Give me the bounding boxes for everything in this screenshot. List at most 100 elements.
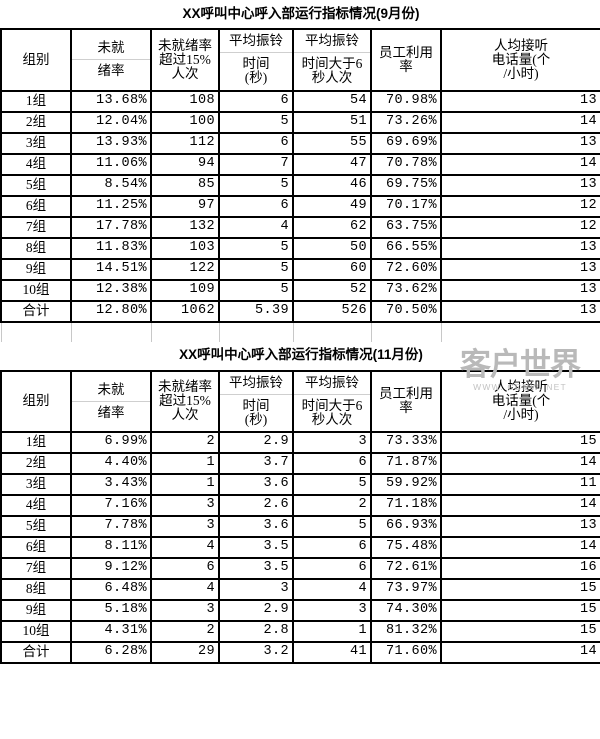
table-row: 2组 4.40% 1 3.7 6 71.87% 14 bbox=[0, 452, 600, 476]
table-row: 8组 6.48% 4 3 4 73.97% 15 bbox=[0, 578, 600, 602]
cell-ring-gt6: 6 bbox=[292, 536, 372, 560]
col-header-over15-line3: 人次 bbox=[171, 407, 199, 423]
cell-not-ready: 5.18% bbox=[70, 599, 152, 623]
cell-over15: 3 bbox=[150, 515, 220, 539]
cell-calls: 15 bbox=[440, 620, 600, 644]
cell-utilization: 66.93% bbox=[370, 515, 442, 539]
cell-utilization: 70.17% bbox=[370, 194, 442, 218]
cell-utilization: 70.50% bbox=[370, 299, 442, 323]
cell-avg-ring: 2.9 bbox=[218, 599, 294, 623]
cell-group: 1组 bbox=[0, 89, 72, 113]
col-header-over15-line2: 超过15% bbox=[159, 51, 211, 67]
report-tables: XX呼叫中心呼入部运行指标情况(9月份) 组别 未就 绪率 未就绪率 超过15% 人… bbox=[0, 6, 600, 665]
cell-avg-ring: 2.8 bbox=[218, 620, 294, 644]
cell-calls: 11 bbox=[440, 473, 600, 497]
cell-not-ready: 8.11% bbox=[70, 536, 152, 560]
col-header-ring-gt6-sub2: 秒人次 bbox=[311, 411, 353, 427]
cell-utilization: 74.30% bbox=[370, 599, 442, 623]
spacer-cell bbox=[150, 321, 220, 342]
cell-utilization: 71.87% bbox=[370, 452, 442, 476]
col-header-group: 组别 bbox=[0, 28, 72, 92]
cell-calls: 13 bbox=[440, 89, 600, 113]
cell-avg-ring: 2.9 bbox=[218, 431, 294, 455]
table-row: 合计 6.28% 29 3.2 41 71.60% 14 bbox=[0, 641, 600, 665]
col-header-avg-ring-line1: 平均振铃 bbox=[220, 372, 292, 395]
cell-not-ready: 6.99% bbox=[70, 431, 152, 455]
cell-not-ready: 13.93% bbox=[70, 131, 152, 155]
spacer-cell bbox=[292, 321, 372, 342]
table-row: 10组 4.31% 2 2.8 1 81.32% 15 bbox=[0, 620, 600, 644]
cell-utilization: 75.48% bbox=[370, 536, 442, 560]
cell-ring-gt6: 46 bbox=[292, 173, 372, 197]
cell-group: 6组 bbox=[0, 536, 72, 560]
cell-not-ready: 4.31% bbox=[70, 620, 152, 644]
col-header-utilization: 员工利用率 bbox=[370, 369, 442, 434]
cell-avg-ring: 4 bbox=[218, 215, 294, 239]
cell-over15: 97 bbox=[150, 194, 220, 218]
cell-over15: 1 bbox=[150, 452, 220, 476]
cell-avg-ring: 6 bbox=[218, 194, 294, 218]
spacer-cell bbox=[440, 321, 600, 342]
table-row: 9组 5.18% 3 2.9 3 74.30% 15 bbox=[0, 599, 600, 623]
cell-utilization: 69.69% bbox=[370, 131, 442, 155]
table-row: 2组 12.04% 100 5 51 73.26% 14 bbox=[0, 110, 600, 134]
cell-ring-gt6: 5 bbox=[292, 515, 372, 539]
table-row: 3组 3.43% 1 3.6 5 59.92% 11 bbox=[0, 473, 600, 497]
cell-group: 10组 bbox=[0, 620, 72, 644]
cell-calls: 14 bbox=[440, 152, 600, 176]
cell-not-ready: 7.16% bbox=[70, 494, 152, 518]
cell-utilization: 73.33% bbox=[370, 431, 442, 455]
col-header-calls-line1: 人均接听 bbox=[494, 379, 548, 395]
cell-over15: 94 bbox=[150, 152, 220, 176]
cell-group: 7组 bbox=[0, 215, 72, 239]
cell-utilization: 63.75% bbox=[370, 215, 442, 239]
cell-calls: 15 bbox=[440, 599, 600, 623]
cell-ring-gt6: 3 bbox=[292, 431, 372, 455]
col-header-calls: 人均接听 电话量(个/小时) bbox=[440, 28, 600, 92]
col-header-not-ready: 未就 绪率 bbox=[70, 28, 152, 92]
col-header-avg-ring: 平均振铃 时间 (秒) bbox=[218, 369, 294, 434]
cell-avg-ring: 7 bbox=[218, 152, 294, 176]
cell-calls: 13 bbox=[440, 515, 600, 539]
table-title: XX呼叫中心呼入部运行指标情况(11月份) bbox=[179, 347, 423, 363]
cell-ring-gt6: 1 bbox=[292, 620, 372, 644]
cell-calls: 13 bbox=[440, 236, 600, 260]
table-header-row: 组别 未就 绪率 未就绪率 超过15% 人次 平均振铃 时间 (秒) 平均振铃 时间大… bbox=[0, 369, 600, 434]
cell-not-ready: 12.80% bbox=[70, 299, 152, 323]
table-row: 5组 7.78% 3 3.6 5 66.93% 13 bbox=[0, 515, 600, 539]
cell-not-ready: 17.78% bbox=[70, 215, 152, 239]
col-header-ring-gt6-line2: 时间大于6 秒人次 bbox=[294, 395, 370, 431]
table-row: 合计 12.80% 1062 5.39 526 70.50% 13 bbox=[0, 299, 600, 323]
cell-over15: 4 bbox=[150, 536, 220, 560]
table-title-row: XX呼叫中心呼入部运行指标情况(11月份) bbox=[1, 342, 600, 371]
cell-ring-gt6: 47 bbox=[292, 152, 372, 176]
cell-ring-gt6: 41 bbox=[292, 641, 372, 665]
cell-over15: 100 bbox=[150, 110, 220, 134]
cell-calls: 12 bbox=[440, 194, 600, 218]
cell-group: 合计 bbox=[0, 641, 72, 665]
cell-calls: 13 bbox=[440, 131, 600, 155]
col-header-ring-gt6-sub1: 时间大于6 bbox=[301, 56, 363, 72]
cell-over15: 2 bbox=[150, 620, 220, 644]
table-row: 7组 17.78% 132 4 62 63.75% 12 bbox=[0, 215, 600, 239]
cell-utilization: 73.97% bbox=[370, 578, 442, 602]
col-header-calls-line3: /小时) bbox=[503, 407, 539, 423]
cell-group: 2组 bbox=[0, 110, 72, 134]
cell-ring-gt6: 526 bbox=[292, 299, 372, 323]
table-row: 4组 11.06% 94 7 47 70.78% 14 bbox=[0, 152, 600, 176]
cell-avg-ring: 3.7 bbox=[218, 452, 294, 476]
col-header-over15-line1: 未就绪率 bbox=[158, 37, 212, 53]
cell-calls: 13 bbox=[440, 278, 600, 302]
cell-ring-gt6: 6 bbox=[292, 452, 372, 476]
cell-over15: 112 bbox=[150, 131, 220, 155]
spacer-cell bbox=[0, 321, 72, 342]
cell-group: 9组 bbox=[0, 257, 72, 281]
cell-avg-ring: 3 bbox=[218, 578, 294, 602]
cell-over15: 1062 bbox=[150, 299, 220, 323]
col-header-ring-gt6-line1: 平均振铃 bbox=[294, 372, 370, 395]
cell-avg-ring: 5 bbox=[218, 236, 294, 260]
cell-ring-gt6: 2 bbox=[292, 494, 372, 518]
cell-not-ready: 12.38% bbox=[70, 278, 152, 302]
cell-not-ready: 6.48% bbox=[70, 578, 152, 602]
cell-ring-gt6: 49 bbox=[292, 194, 372, 218]
